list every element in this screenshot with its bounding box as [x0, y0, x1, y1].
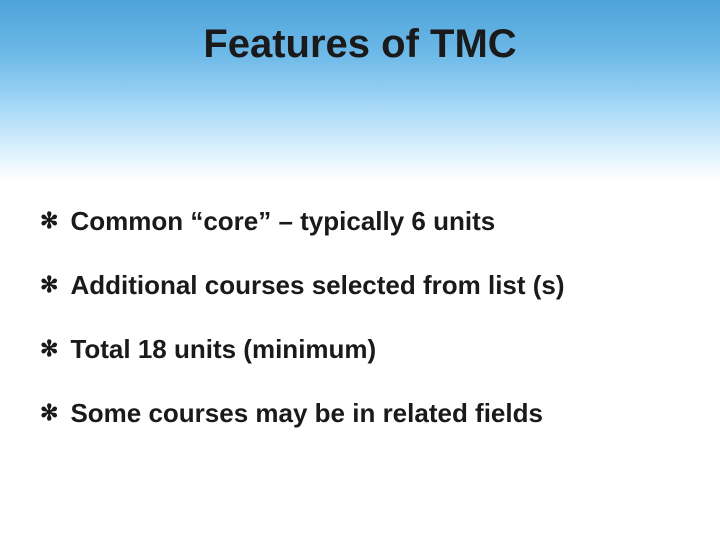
bullet-text: Additional courses selected from list (s…	[70, 269, 564, 301]
bullet-item: ✻ Additional courses selected from list …	[40, 269, 680, 301]
bullet-text: Common “core” – typically 6 units	[70, 205, 495, 237]
bullet-marker-icon: ✻	[40, 269, 58, 301]
slide-content: ✻ Common “core” – typically 6 units ✻ Ad…	[40, 205, 680, 461]
bullet-marker-icon: ✻	[40, 205, 58, 237]
bullet-text: Some courses may be in related fields	[70, 397, 543, 429]
slide-title: Features of TMC	[0, 22, 720, 67]
bullet-text: Total 18 units (minimum)	[70, 333, 376, 365]
bullet-marker-icon: ✻	[40, 397, 58, 429]
bullet-item: ✻ Some courses may be in related fields	[40, 397, 680, 429]
bullet-marker-icon: ✻	[40, 333, 58, 365]
bullet-item: ✻ Common “core” – typically 6 units	[40, 205, 680, 237]
bullet-item: ✻ Total 18 units (minimum)	[40, 333, 680, 365]
